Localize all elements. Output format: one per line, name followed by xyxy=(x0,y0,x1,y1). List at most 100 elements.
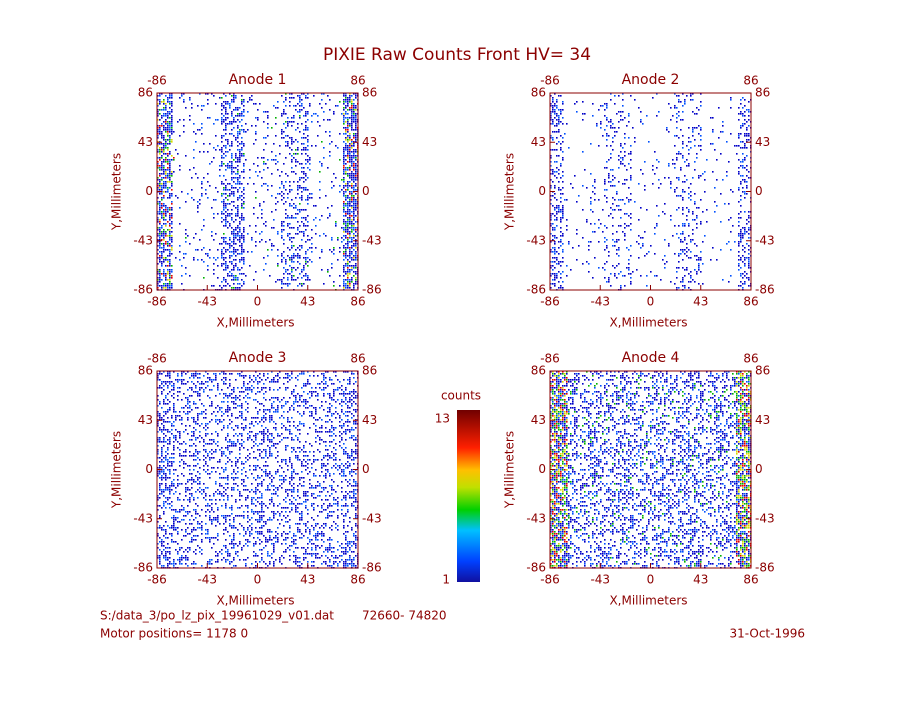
file-name: S:/data_3/po_lz_pix_19961029_v01.dat xyxy=(100,609,334,623)
y2-tick-label: 43 xyxy=(755,135,770,149)
y2-tick-label: -43 xyxy=(755,511,775,525)
x-tick-label: 0 xyxy=(647,573,655,587)
y-tick-label: -86 xyxy=(526,561,546,575)
y2-tick-label: -86 xyxy=(755,283,775,297)
plot-frame xyxy=(156,92,359,291)
y-tick-label: 0 xyxy=(538,184,546,198)
texture xyxy=(157,93,359,291)
y-axis-label: Y,Millimeters xyxy=(110,431,124,509)
top-axis-label: 86 xyxy=(743,74,758,88)
record-range: 72660- 74820 xyxy=(362,609,447,623)
colorbar-max: 13 xyxy=(435,412,450,426)
y-tick-label: 43 xyxy=(531,135,546,149)
y2-tick-label: -43 xyxy=(362,233,382,247)
y-axis-label: Y,Millimeters xyxy=(503,153,517,231)
y2-tick-label: 43 xyxy=(362,413,377,427)
y-axis-label: Y,Millimeters xyxy=(503,431,517,509)
x-tick-label: -86 xyxy=(540,295,560,309)
motor-positions: Motor positions= 1178 0 xyxy=(100,627,248,641)
x-tick-label: 0 xyxy=(254,573,262,587)
top-axis-label: 86 xyxy=(350,352,365,366)
y-tick-label: -86 xyxy=(133,561,153,575)
x-tick-label: 43 xyxy=(300,295,315,309)
y-tick-label: 0 xyxy=(538,462,546,476)
x-tick-label: 86 xyxy=(350,295,365,309)
x-axis-label: X,Millimeters xyxy=(216,594,294,608)
y2-tick-label: 43 xyxy=(755,413,770,427)
x-axis-label: X,Millimeters xyxy=(216,316,294,330)
texture xyxy=(157,93,359,291)
x-tick-label: 43 xyxy=(693,295,708,309)
y-axis-label: Y,Millimeters xyxy=(110,153,124,231)
colorbar-min: 1 xyxy=(442,573,450,587)
y-tick-label: -43 xyxy=(526,233,546,247)
top-axis-label: -86 xyxy=(147,74,167,88)
y-tick-label: 43 xyxy=(138,135,153,149)
x-tick-label: 0 xyxy=(647,295,655,309)
x-tick-label: 86 xyxy=(743,295,758,309)
x-tick-label: 43 xyxy=(693,573,708,587)
top-axis-label: -86 xyxy=(147,352,167,366)
y2-tick-label: 43 xyxy=(362,135,377,149)
x-tick-label: 86 xyxy=(743,573,758,587)
top-axis-label: 86 xyxy=(350,74,365,88)
x-tick-label: -43 xyxy=(590,573,610,587)
x-tick-label: -43 xyxy=(197,295,217,309)
x-tick-label: -86 xyxy=(540,573,560,587)
y2-tick-label: -43 xyxy=(755,233,775,247)
texture xyxy=(157,93,359,291)
y-tick-label: -86 xyxy=(526,283,546,297)
texture xyxy=(550,371,752,569)
x-tick-label: -43 xyxy=(197,573,217,587)
colorbar xyxy=(457,410,480,582)
texture xyxy=(157,103,359,289)
y2-tick-label: -86 xyxy=(362,561,382,575)
y-tick-label: 43 xyxy=(531,413,546,427)
x-axis-label: X,Millimeters xyxy=(609,594,687,608)
texture xyxy=(157,371,359,569)
y-tick-label: 86 xyxy=(531,86,546,100)
y2-tick-label: 0 xyxy=(362,462,370,476)
y-tick-label: 0 xyxy=(145,184,153,198)
y-tick-label: -43 xyxy=(526,511,546,525)
y-tick-label: -43 xyxy=(133,233,153,247)
colorbar-label: counts xyxy=(441,389,481,403)
y2-tick-label: 0 xyxy=(755,462,763,476)
y2-tick-label: 0 xyxy=(755,184,763,198)
x-tick-label: -43 xyxy=(590,295,610,309)
y-tick-label: 86 xyxy=(531,364,546,378)
x-axis-label: X,Millimeters xyxy=(609,316,687,330)
y2-tick-label: 86 xyxy=(362,86,377,100)
y2-tick-label: 86 xyxy=(755,86,770,100)
texture xyxy=(550,371,752,569)
y2-tick-label: 86 xyxy=(755,364,770,378)
texture xyxy=(157,93,359,289)
top-axis-label: -86 xyxy=(540,74,560,88)
y-tick-label: -43 xyxy=(133,511,153,525)
texture xyxy=(550,93,752,291)
y-tick-label: 86 xyxy=(138,364,153,378)
y2-tick-label: -43 xyxy=(362,511,382,525)
page-title: PIXIE Raw Counts Front HV= 34 xyxy=(323,45,591,65)
top-axis-label: -86 xyxy=(540,352,560,366)
x-tick-label: 43 xyxy=(300,573,315,587)
date: 31-Oct-1996 xyxy=(729,627,805,641)
plot-frame xyxy=(549,92,752,291)
y2-tick-label: 0 xyxy=(362,184,370,198)
y-tick-label: 86 xyxy=(138,86,153,100)
y-tick-label: 0 xyxy=(145,462,153,476)
x-tick-label: -86 xyxy=(147,573,167,587)
panel-title: Anode 4 xyxy=(622,350,680,366)
x-tick-label: 0 xyxy=(254,295,262,309)
panel-title: Anode 2 xyxy=(622,72,680,88)
y-tick-label: -86 xyxy=(133,283,153,297)
y2-tick-label: -86 xyxy=(755,561,775,575)
x-tick-label: -86 xyxy=(147,295,167,309)
y2-tick-label: 86 xyxy=(362,364,377,378)
panel-title: Anode 3 xyxy=(229,350,287,366)
y-tick-label: 43 xyxy=(138,413,153,427)
y2-tick-label: -86 xyxy=(362,283,382,297)
x-tick-label: 86 xyxy=(350,573,365,587)
top-axis-label: 86 xyxy=(743,352,758,366)
